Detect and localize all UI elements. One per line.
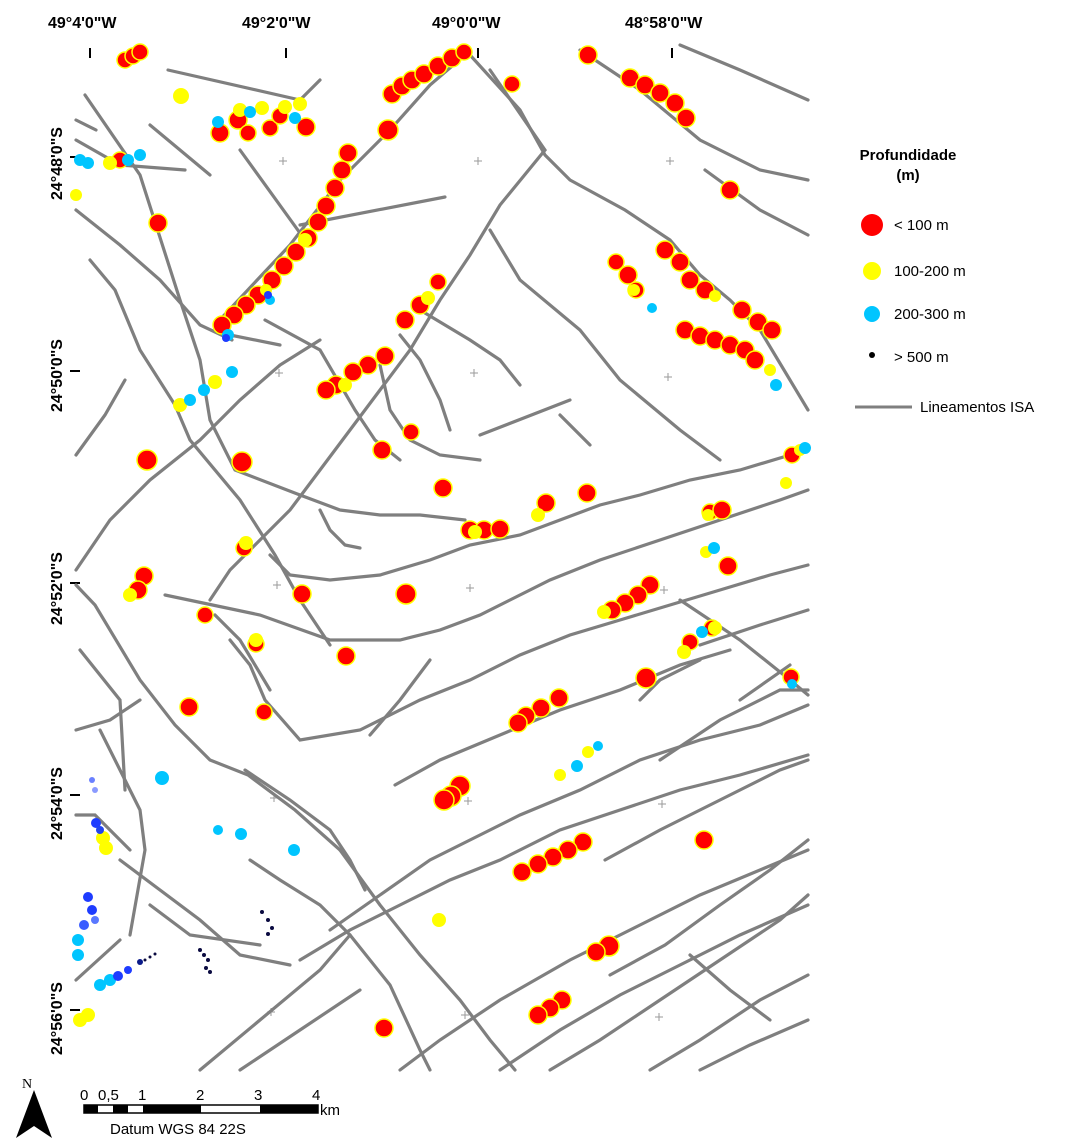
depth-points-gt500	[143, 910, 274, 974]
legend-swatch-lt100	[861, 214, 883, 236]
legend-line-label: Lineamentos ISA	[920, 399, 1034, 416]
lon-label-49-0: 49°0'0"W	[432, 15, 501, 32]
scale-tick-0: 0	[80, 1087, 88, 1104]
scale-datum: Datum WGS 84 22S	[110, 1121, 246, 1138]
legend-label-200-300: 200-300 m	[894, 306, 966, 323]
legend-swatch-200-300	[864, 306, 880, 322]
legend-swatch-100-200	[863, 262, 881, 280]
north-arrow-icon	[16, 1090, 34, 1138]
scale-unit: km	[320, 1102, 340, 1119]
legend-label-lt100: < 100 m	[894, 217, 949, 234]
scale-bar: 0 0,5 1 2 3 4 km Datum WGS 84 22S	[80, 1087, 340, 1138]
north-arrow: N	[16, 1077, 52, 1138]
legend-label-gt500: > 500 m	[894, 349, 949, 366]
longitude-labels: 49°4'0"W 49°2'0"W 49°0'0"W 48°58'0"W	[48, 15, 703, 58]
legend: Profundidade (m) < 100 m 100-200 m 200-3…	[855, 147, 1034, 416]
lat-label-24-50: 24°50'0"S	[49, 339, 66, 412]
latitude-labels: 24°48'0"S 24°50'0"S 24°52'0"S 24°54'0"S …	[49, 127, 80, 1055]
lat-label-24-56: 24°56'0"S	[49, 982, 66, 1055]
north-label: N	[22, 1077, 32, 1092]
legend-label-100-200: 100-200 m	[894, 263, 966, 280]
legend-title-unit: (m)	[896, 167, 919, 184]
legend-swatch-gt500	[869, 352, 875, 358]
legend-title: Profundidade	[860, 147, 957, 164]
depth-points-lt100	[111, 43, 801, 1038]
depth-points-deep-blue	[79, 291, 272, 981]
scale-tick-05: 0,5	[98, 1087, 119, 1104]
lon-label-49-4: 49°4'0"W	[48, 15, 117, 32]
lat-label-24-48: 24°48'0"S	[49, 127, 66, 200]
graticule-crosses	[267, 157, 674, 1021]
lon-label-49-2: 49°2'0"W	[242, 15, 311, 32]
scale-tick-4: 4	[312, 1087, 320, 1104]
scale-tick-1: 1	[138, 1087, 146, 1104]
lat-label-24-54: 24°54'0"S	[49, 767, 66, 840]
lat-label-24-52: 24°52'0"S	[49, 552, 66, 625]
scale-tick-2: 2	[196, 1087, 204, 1104]
scale-tick-3: 3	[254, 1087, 262, 1104]
depth-points-200-300	[72, 106, 811, 991]
lon-label-48-58: 48°58'0"W	[625, 15, 703, 32]
depth-points-100-200	[70, 88, 806, 1027]
